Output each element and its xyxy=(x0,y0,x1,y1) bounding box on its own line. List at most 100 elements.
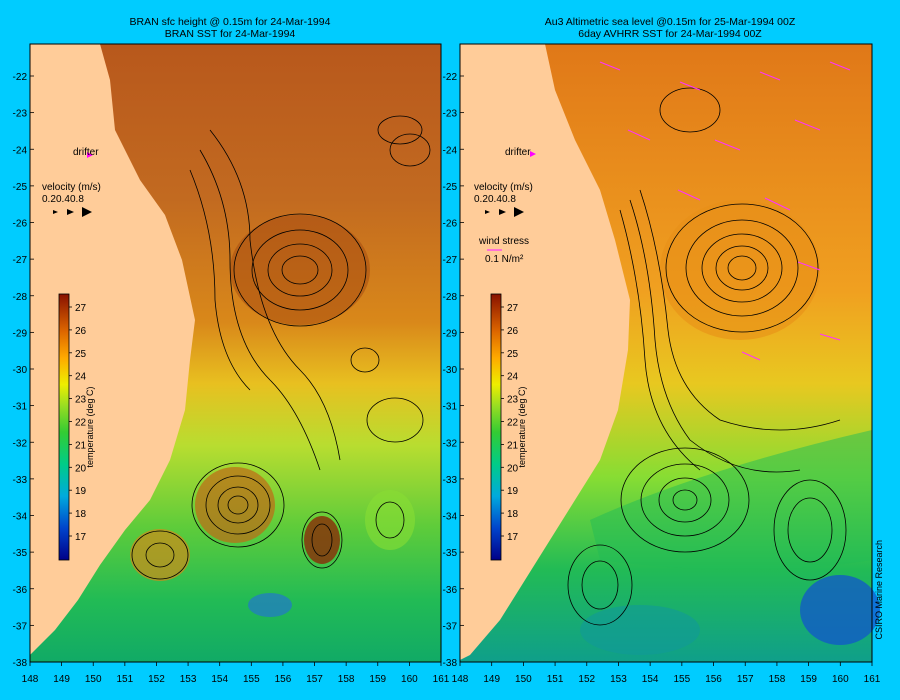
drifter-label: drifter xyxy=(505,147,531,158)
colorbar-tick-label: 22 xyxy=(75,418,87,429)
colorbar-tick-label: 20 xyxy=(75,463,87,474)
lat-tick-label: -26 xyxy=(13,219,28,230)
right-title: Au3 Altimetric sea level @0.15m for 25-M… xyxy=(500,16,840,40)
velocity-scale-value: 0.8 xyxy=(70,194,84,205)
left-map-panel xyxy=(29,43,442,663)
lon-tick-label: 148 xyxy=(452,674,469,685)
lat-tick-label: -32 xyxy=(443,438,458,449)
right-green-band xyxy=(590,430,872,570)
lon-tick-label: 156 xyxy=(275,674,292,685)
right-velocity-scale-arrows xyxy=(485,207,524,217)
drifter-label: drifter xyxy=(73,147,99,158)
lat-tick-label: -34 xyxy=(13,512,28,523)
lon-tick-label: 155 xyxy=(243,674,260,685)
lat-tick-label: -37 xyxy=(443,621,458,632)
colorbar-tick-label: 19 xyxy=(507,486,519,497)
lat-tick-label: -29 xyxy=(443,328,458,339)
lon-tick-label: 158 xyxy=(338,674,355,685)
lat-tick-label: -22 xyxy=(443,72,458,83)
lon-tick-label: 157 xyxy=(306,674,323,685)
wind-stress-title: wind stress xyxy=(478,236,529,247)
lon-tick-label: 153 xyxy=(610,674,627,685)
right-cool-patch-south xyxy=(580,605,700,655)
right-warm-eddy xyxy=(660,200,820,340)
colorbar-tick-label: 21 xyxy=(507,440,519,451)
left-warm-patch xyxy=(130,529,190,581)
lon-tick-label: 160 xyxy=(401,674,418,685)
left-warm-eddy-south xyxy=(195,467,275,543)
colorbar-tick-label: 23 xyxy=(75,395,87,406)
lon-tick-label: 155 xyxy=(674,674,691,685)
lon-tick-label: 160 xyxy=(832,674,849,685)
lat-tick-label: -25 xyxy=(13,182,28,193)
right-title-line1: Au3 Altimetric sea level @0.15m for 25-M… xyxy=(544,16,796,28)
lon-tick-label: 154 xyxy=(211,674,228,685)
colorbar-tick-label: 22 xyxy=(507,418,519,429)
lat-tick-label: -29 xyxy=(13,328,28,339)
lat-tick-label: -27 xyxy=(443,255,458,266)
left-title-line2: BRAN SST for 24-Mar-1994 xyxy=(164,28,296,40)
colorbar-tick-label: 20 xyxy=(507,463,519,474)
left-map-frame xyxy=(29,43,442,663)
lat-tick-label: -27 xyxy=(13,255,28,266)
lat-tick-label: -33 xyxy=(443,475,458,486)
left-colorbar xyxy=(58,293,70,561)
right-coastline-land xyxy=(460,44,630,660)
lat-tick-label: -28 xyxy=(443,292,458,303)
colorbar-tick-label: 26 xyxy=(75,326,87,337)
lon-tick-label: 153 xyxy=(180,674,197,685)
velocity-scale-title: velocity (m/s) xyxy=(474,182,533,193)
lat-tick-label: -26 xyxy=(443,219,458,230)
colorbar-tick-label: 21 xyxy=(75,440,87,451)
lat-tick-label: -31 xyxy=(443,402,458,413)
lat-tick-label: -35 xyxy=(13,548,28,559)
colorbar-tick-label: 19 xyxy=(75,486,87,497)
lon-tick-label: 148 xyxy=(22,674,39,685)
right-map-frame xyxy=(459,43,873,663)
lat-tick-label: -24 xyxy=(13,145,28,156)
lat-tick-label: -35 xyxy=(443,548,458,559)
lat-tick-label: -34 xyxy=(443,512,458,523)
right-cool-patch xyxy=(800,575,880,645)
left-warm-core xyxy=(304,516,340,564)
lat-tick-label: -23 xyxy=(13,109,28,120)
velocity-scale-value: 0.2 xyxy=(474,194,488,205)
lon-tick-label: 161 xyxy=(433,674,450,685)
lon-tick-label: 152 xyxy=(578,674,595,685)
lat-tick-label: -36 xyxy=(13,585,28,596)
lat-tick-label: -30 xyxy=(443,365,458,376)
velocity-scale-value: 0.4 xyxy=(56,194,70,205)
velocity-scale-value: 0.4 xyxy=(488,194,502,205)
colorbar-tick-label: 25 xyxy=(75,349,87,360)
colorbar-tick-label: 24 xyxy=(507,372,519,383)
lat-tick-label: -28 xyxy=(13,292,28,303)
lon-tick-label: 156 xyxy=(705,674,722,685)
velocity-scale-value: 0.2 xyxy=(42,194,56,205)
left-sea-level-contours xyxy=(131,115,431,580)
lat-tick-label: -37 xyxy=(13,621,28,632)
colorbar-tick-label: 25 xyxy=(507,349,519,360)
lon-tick-label: 149 xyxy=(53,674,70,685)
left-title: BRAN sfc height @ 0.15m for 24-Mar-1994 … xyxy=(100,16,360,40)
colorbar-tick-label: 17 xyxy=(75,532,87,543)
lon-tick-label: 151 xyxy=(117,674,134,685)
lon-tick-label: 150 xyxy=(85,674,102,685)
lon-tick-label: 151 xyxy=(547,674,564,685)
lon-tick-label: 159 xyxy=(369,674,386,685)
lat-tick-label: -32 xyxy=(13,438,28,449)
colorbar-label: temperature (deg C) xyxy=(517,386,527,467)
lat-tick-label: -31 xyxy=(13,402,28,413)
left-velocity-scale-arrows xyxy=(53,207,92,217)
left-drifter-marker xyxy=(87,152,93,158)
lat-tick-label: -22 xyxy=(13,72,28,83)
lon-tick-label: 161 xyxy=(864,674,881,685)
lat-tick-label: -36 xyxy=(443,585,458,596)
lon-tick-label: 154 xyxy=(642,674,659,685)
lon-tick-label: 159 xyxy=(800,674,817,685)
right-sea-level-contours xyxy=(567,87,847,626)
lat-tick-label: -30 xyxy=(13,365,28,376)
colorbar-tick-label: 27 xyxy=(75,303,87,314)
lat-tick-label: -38 xyxy=(13,658,28,669)
left-warm-eddy xyxy=(230,215,370,325)
left-title-line1: BRAN sfc height @ 0.15m for 24-Mar-1994 xyxy=(129,16,331,28)
